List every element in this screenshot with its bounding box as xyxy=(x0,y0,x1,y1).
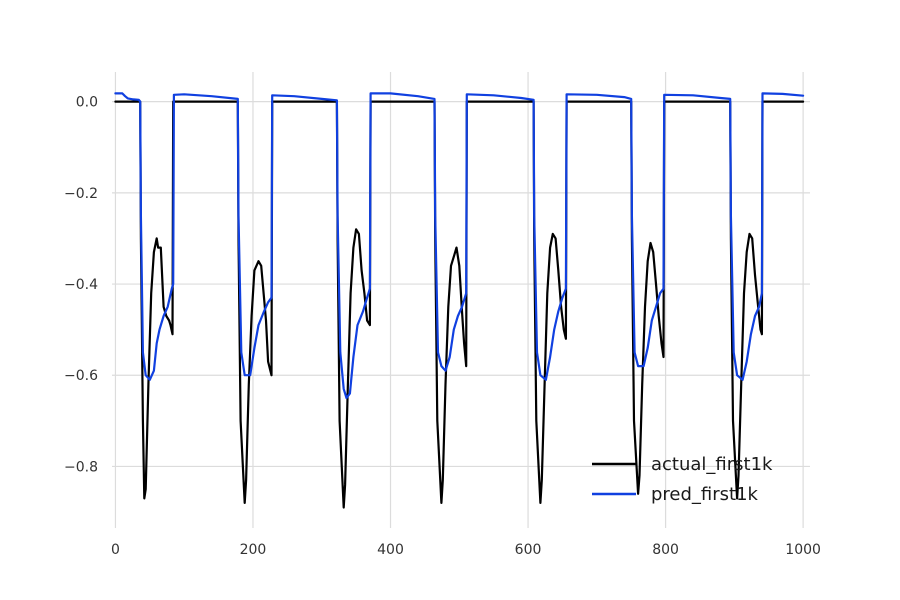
x-tick-label: 600 xyxy=(515,542,542,558)
legend-label-actual: actual_first1k xyxy=(651,454,773,475)
x-tick-labels: 0 200 400 600 800 1000 xyxy=(111,542,821,558)
x-tick-label: 1000 xyxy=(785,542,821,558)
series-line-pred xyxy=(114,92,805,400)
x-tick-label: 0 xyxy=(111,542,120,558)
y-tick-label: 0.0 xyxy=(76,95,98,111)
y-tick-label: −0.8 xyxy=(64,459,98,475)
y-tick-label: −0.4 xyxy=(64,277,98,293)
x-tick-label: 200 xyxy=(240,542,267,558)
x-tick-label: 800 xyxy=(652,542,679,558)
series-line-actual xyxy=(114,100,805,509)
x-tick-label: 400 xyxy=(377,542,404,558)
legend: actual_first1k pred_first1k xyxy=(592,454,773,505)
legend-label-pred: pred_first1k xyxy=(651,484,759,505)
y-tick-label: −0.2 xyxy=(64,186,98,202)
series-lines xyxy=(114,92,805,509)
y-tick-labels: 0.0 −0.2 −0.4 −0.6 −0.8 xyxy=(64,95,98,476)
y-tick-label: −0.6 xyxy=(64,368,98,384)
